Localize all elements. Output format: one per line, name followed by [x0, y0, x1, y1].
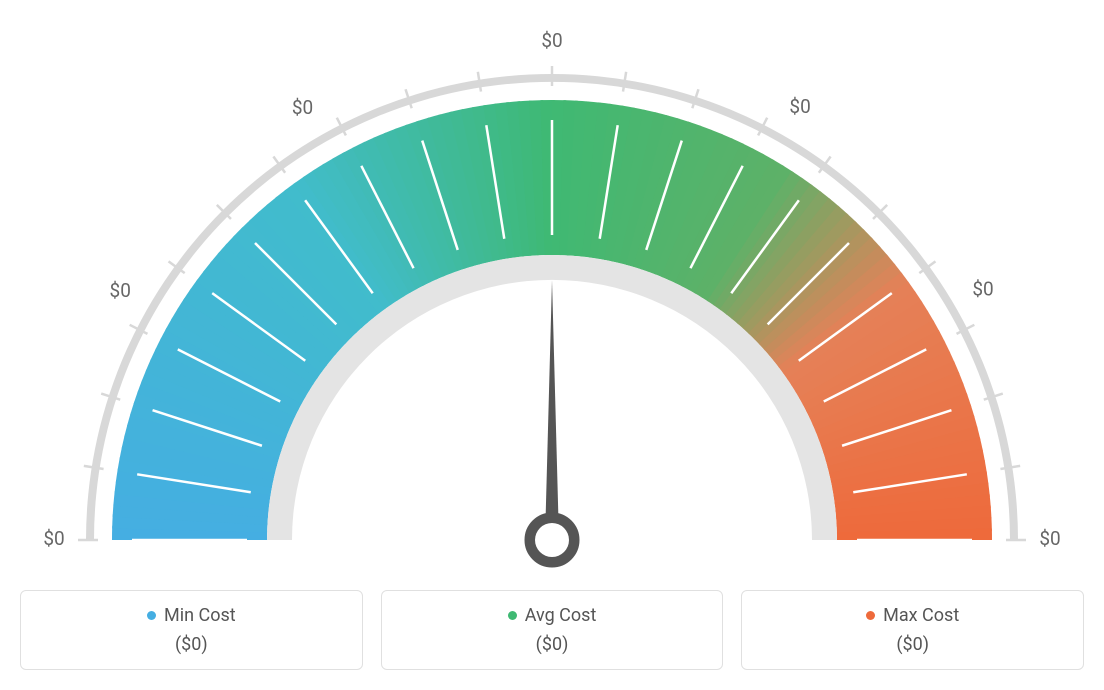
svg-text:$0: $0 — [1039, 527, 1060, 550]
legend-card-max: Max Cost ($0) — [741, 590, 1084, 670]
legend-card-min: Min Cost ($0) — [20, 590, 363, 670]
legend-row: Min Cost ($0) Avg Cost ($0) Max Cost ($0… — [20, 590, 1084, 670]
svg-text:$0: $0 — [110, 279, 131, 302]
gauge-svg: $0 $0 $0 $0 $0 $0 $0 — [20, 20, 1084, 580]
svg-text:$0: $0 — [789, 95, 810, 118]
svg-text:$0: $0 — [972, 278, 993, 301]
legend-label: Avg Cost — [525, 605, 597, 626]
legend-title-max: Max Cost — [866, 605, 959, 626]
legend-label: Max Cost — [883, 605, 959, 626]
legend-label: Min Cost — [164, 605, 236, 626]
dot-icon — [508, 611, 517, 620]
cost-gauge-chart: $0 $0 $0 $0 $0 $0 $0 — [20, 20, 1084, 580]
dot-icon — [147, 611, 156, 620]
legend-value-avg: ($0) — [392, 634, 713, 655]
dot-icon — [866, 611, 875, 620]
svg-text:$0: $0 — [43, 527, 64, 550]
legend-title-min: Min Cost — [147, 605, 236, 626]
svg-text:$0: $0 — [541, 29, 562, 52]
legend-value-max: ($0) — [752, 634, 1073, 655]
legend-value-min: ($0) — [31, 634, 352, 655]
legend-card-avg: Avg Cost ($0) — [381, 590, 724, 670]
svg-text:$0: $0 — [292, 96, 313, 119]
legend-title-avg: Avg Cost — [508, 605, 597, 626]
